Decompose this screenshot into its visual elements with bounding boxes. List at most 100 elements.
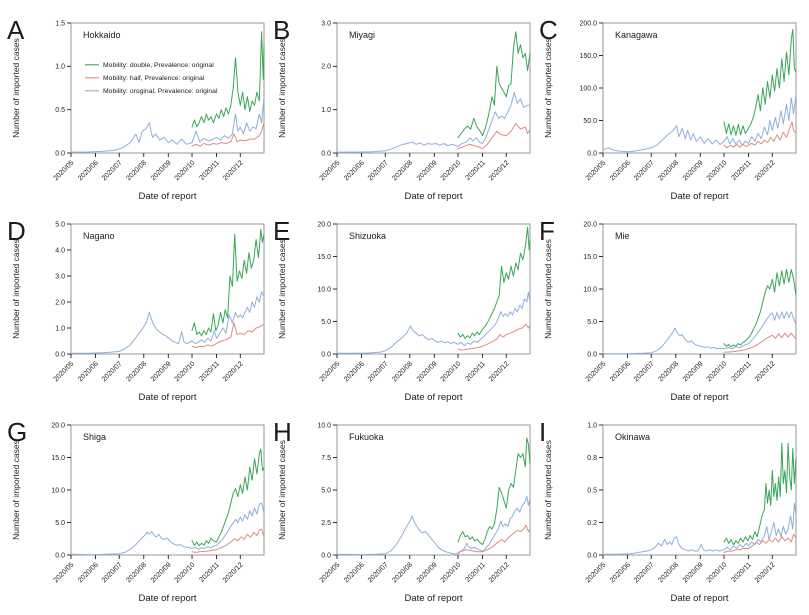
x-tick-label: 2020/12 <box>754 561 777 584</box>
x-tick-label: 2020/12 <box>488 360 511 383</box>
series-line-original <box>602 311 797 355</box>
y-tick-label: 2.0 <box>321 64 331 71</box>
y-tick-label: 10.0 <box>317 422 331 429</box>
chart-panel-fukuoka: 0.0 2.5 5.0 7.5 10.0 2020/05 2020/06 2020/07 202… <box>271 407 537 607</box>
y-tick-label: 5.0 <box>321 487 331 494</box>
x-tick-label: 2020/06 <box>343 360 366 383</box>
series-line-half <box>457 323 531 351</box>
x-tick-label: 2020/11 <box>464 159 487 182</box>
x-axis-label: Date of report <box>670 593 728 604</box>
x-axis-label: Date of report <box>670 392 728 403</box>
x-tick-label: 2020/08 <box>391 561 414 584</box>
panel-title: Okinawa <box>615 432 650 442</box>
x-tick-label: 2020/11 <box>464 561 487 584</box>
y-tick-label: 100.0 <box>579 85 597 92</box>
y-tick-label: 1.0 <box>587 422 597 429</box>
panel-letter: H <box>273 417 292 447</box>
plot-frame <box>336 22 531 154</box>
x-tick-label: 2020/10 <box>706 561 729 584</box>
x-tick-label: 2020/05 <box>53 561 76 584</box>
panel-letter: A <box>7 15 25 45</box>
y-tick-label: 0.0 <box>321 351 331 358</box>
x-tick-label: 2020/05 <box>585 159 608 182</box>
x-tick-label: 2020/12 <box>754 360 777 383</box>
x-tick-label: 2020/10 <box>174 159 197 182</box>
x-tick-label: 2020/05 <box>53 360 76 383</box>
x-tick-label: 2020/12 <box>222 360 245 383</box>
legend: Mobility: double, Prevalence: original Mo… <box>85 62 218 95</box>
y-tick-label: 20.0 <box>583 221 597 228</box>
x-tick-label: 2020/08 <box>391 360 414 383</box>
y-axis-label: Number of imported cases <box>277 440 287 540</box>
y-tick-label: 0.0 <box>587 351 597 358</box>
y-tick-label: 1.0 <box>321 107 331 114</box>
x-tick-label: 2020/05 <box>319 159 342 182</box>
panel-title: Miyagi <box>349 30 375 40</box>
panel-title: Kanagawa <box>615 30 658 40</box>
x-tick-label: 2020/11 <box>464 360 487 383</box>
series-line-double <box>723 442 797 546</box>
x-tick-label: 2020/07 <box>101 360 124 383</box>
y-tick-label: 0.2 <box>587 520 597 527</box>
x-tick-label: 2020/09 <box>150 159 173 182</box>
x-tick-label: 2020/07 <box>367 159 390 182</box>
chart-svg-miyagi: 0.0 1.0 2.0 3.0 2020/05 2020/06 2020/07 2020/08… <box>273 15 531 202</box>
series-line-original <box>70 96 265 153</box>
y-tick-label: 5.0 <box>55 221 65 228</box>
x-tick-label: 2020/10 <box>706 360 729 383</box>
panel-letter: D <box>7 216 26 246</box>
y-tick-label: 0.0 <box>55 552 65 559</box>
x-tick-label: 2020/09 <box>416 561 439 584</box>
y-axis-label: Number of imported cases <box>543 440 553 540</box>
y-tick-label: 20.0 <box>317 221 331 228</box>
plot-frame <box>70 22 265 154</box>
y-tick-label: 1.0 <box>55 64 65 71</box>
x-tick-label: 2020/10 <box>174 360 197 383</box>
x-tick-label: 2020/09 <box>416 159 439 182</box>
x-tick-label: 2020/10 <box>174 561 197 584</box>
x-tick-label: 2020/05 <box>585 360 608 383</box>
legend-label-double: Mobility: double, Prevalence: original <box>103 62 214 69</box>
series-line-original <box>70 291 265 354</box>
x-tick-label: 2020/06 <box>343 561 366 584</box>
x-tick-label: 2020/08 <box>657 360 680 383</box>
y-tick-label: 0.0 <box>55 150 65 157</box>
plot-frame <box>70 223 265 355</box>
y-tick-label: 4.0 <box>55 247 65 254</box>
x-tick-label: 2020/10 <box>706 159 729 182</box>
x-tick-label: 2020/05 <box>319 561 342 584</box>
series-line-half <box>191 122 265 147</box>
y-tick-label: 0.5 <box>55 107 65 114</box>
y-tick-label: 0.8 <box>587 455 597 462</box>
chart-panel-nagano: 0.0 1.0 2.0 3.0 4.0 5.0 2020/05 2020/06 2020/07 2… <box>5 206 271 406</box>
x-tick-label: 2020/08 <box>125 159 148 182</box>
y-axis-label: Number of imported cases <box>11 38 21 138</box>
x-axis-label: Date of report <box>138 392 196 403</box>
panel-title: Fukuoka <box>349 432 384 442</box>
x-tick-label: 2020/06 <box>609 561 632 584</box>
y-tick-label: 15.0 <box>51 455 65 462</box>
x-tick-label: 2020/07 <box>367 561 390 584</box>
x-tick-label: 2020/11 <box>730 159 753 182</box>
chart-panel-shiga: 0.0 5.0 10.0 15.0 20.0 2020/05 2020/06 2020/07 2… <box>5 407 271 607</box>
y-tick-label: 1.5 <box>55 20 65 27</box>
y-tick-label: 5.0 <box>321 319 331 326</box>
y-tick-label: 1.0 <box>55 325 65 332</box>
y-axis-label: Number of imported cases <box>11 239 21 339</box>
x-tick-label: 2020/05 <box>319 360 342 383</box>
x-tick-label: 2020/09 <box>682 159 705 182</box>
y-tick-label: 5.0 <box>55 520 65 527</box>
x-axis-label: Date of report <box>404 191 462 202</box>
x-tick-label: 2020/06 <box>77 561 100 584</box>
x-tick-label: 2020/12 <box>488 159 511 182</box>
y-axis-label: Number of imported cases <box>277 239 287 339</box>
y-tick-label: 20.0 <box>51 422 65 429</box>
panel-letter: G <box>7 417 27 447</box>
x-axis-label: Date of report <box>404 392 462 403</box>
series-line-double <box>457 226 531 339</box>
